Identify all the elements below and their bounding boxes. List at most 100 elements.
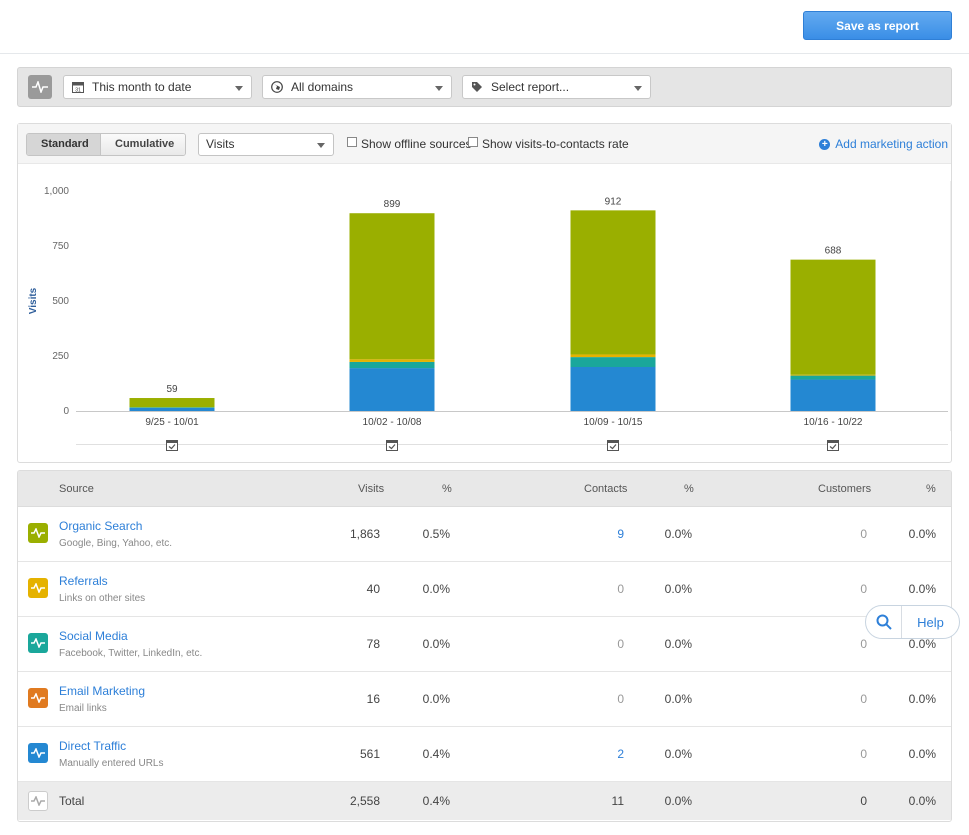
- chevron-down-icon: [634, 86, 642, 91]
- col-source[interactable]: Source: [59, 483, 94, 495]
- view-toggle: Standard Cumulative: [26, 133, 186, 156]
- source-name-link[interactable]: Referrals: [59, 574, 108, 588]
- x-tick-label: 10/16 - 10/22: [804, 417, 863, 428]
- customers-pct-value: 0.0%: [908, 747, 936, 761]
- col-visits-pct[interactable]: %: [442, 483, 452, 495]
- date-range-select[interactable]: 31 This month to date: [63, 75, 252, 99]
- contacts-pct-value: 0.0%: [664, 527, 692, 541]
- x-tick-label: 10/02 - 10/08: [363, 417, 422, 428]
- globe-icon: [271, 81, 283, 93]
- search-icon[interactable]: [866, 606, 902, 638]
- bar-segment-direct: [790, 379, 876, 411]
- calendar-check-icon[interactable]: [827, 440, 839, 451]
- customers-value: 0: [860, 527, 867, 541]
- help-widget[interactable]: Help: [865, 605, 960, 639]
- table-row: Referrals Links on other sites 40 0.0% 0 0.0%…: [18, 562, 951, 617]
- col-visits[interactable]: Visits: [358, 483, 385, 495]
- bar-segment-organic: [349, 213, 435, 360]
- domains-value: All domains: [291, 80, 354, 94]
- visits-pct-value: 0.4%: [422, 747, 450, 761]
- visits-pct-value: 0.5%: [422, 527, 450, 541]
- bar-segment-organic: [790, 259, 876, 375]
- table-row: Direct Traffic Manually entered URLs 561 0.…: [18, 727, 951, 782]
- calendar-check-icon[interactable]: [386, 440, 398, 451]
- customers-pct-value: 0.0%: [908, 692, 936, 706]
- customers-value: 0: [860, 637, 867, 651]
- checkbox-box[interactable]: [347, 137, 357, 147]
- source-pulse-icon: [28, 743, 48, 763]
- source-pulse-icon: [28, 523, 48, 543]
- col-contacts-pct[interactable]: %: [684, 483, 694, 495]
- table-row: Email Marketing Email links 16 0.0% 0 0.0% 0 0.…: [18, 672, 951, 727]
- bar-segment-social: [349, 361, 435, 369]
- save-as-report-button[interactable]: Save as report: [803, 11, 952, 40]
- bar-segment-referrals: [570, 354, 656, 358]
- offline-sources-checkbox[interactable]: Show offline sources: [347, 137, 472, 151]
- customers-value: 0: [860, 747, 867, 761]
- y-tick-label: 250: [52, 351, 69, 362]
- contacts-pct-value: 0.0%: [664, 692, 692, 706]
- bar-segment-social: [570, 357, 656, 367]
- source-description: Links on other sites: [59, 593, 146, 604]
- customers-value: 0: [860, 582, 867, 596]
- customers-pct-value: 0.0%: [908, 582, 936, 596]
- sources-activity-icon[interactable]: [28, 75, 52, 99]
- report-select[interactable]: Select report...: [462, 75, 651, 99]
- visits-value: 40: [366, 582, 380, 596]
- calendar-check-icon[interactable]: [607, 440, 619, 451]
- total-label: Total: [59, 794, 85, 808]
- source-name-link[interactable]: Organic Search: [59, 519, 143, 533]
- checkbox-box[interactable]: [468, 137, 478, 147]
- bar-segment-social: [790, 375, 876, 380]
- calendar-icon: 31: [72, 81, 84, 93]
- metric-select[interactable]: Visits: [198, 133, 334, 156]
- total-visits-pct: 0.4%: [422, 794, 450, 808]
- visits-to-contacts-checkbox[interactable]: Show visits-to-contacts rate: [468, 137, 629, 151]
- bar-segment-social: [129, 407, 215, 408]
- svg-text:31: 31: [75, 88, 81, 94]
- chart-toolbar: Standard Cumulative Visits Show offline …: [18, 124, 951, 164]
- bar-total-label: 59: [166, 384, 178, 395]
- chevron-down-icon: [317, 143, 325, 148]
- table-row: Organic Search Google, Bing, Yahoo, etc. 1…: [18, 507, 951, 562]
- source-name-link[interactable]: Direct Traffic: [59, 739, 127, 753]
- col-customers-pct[interactable]: %: [926, 483, 936, 495]
- visits-pct-value: 0.0%: [422, 582, 450, 596]
- contacts-value[interactable]: 9: [617, 527, 624, 541]
- standard-tab[interactable]: Standard: [27, 134, 101, 155]
- add-marketing-action-link[interactable]: + Add marketing action: [819, 137, 948, 151]
- total-visits: 2,558: [349, 794, 380, 808]
- tag-icon: [471, 81, 483, 93]
- source-name-link[interactable]: Email Marketing: [59, 684, 146, 698]
- visits-value: 16: [366, 692, 380, 706]
- add-marketing-action-label: Add marketing action: [835, 137, 948, 151]
- bar-segment-organic: [129, 398, 215, 408]
- source-description: Google, Bing, Yahoo, etc.: [59, 538, 173, 549]
- contacts-value[interactable]: 2: [617, 747, 624, 761]
- x-tick-label: 9/25 - 10/01: [145, 417, 199, 428]
- customers-pct-value: 0.0%: [908, 637, 936, 651]
- col-customers[interactable]: Customers: [818, 483, 872, 495]
- calendar-check-icon[interactable]: [166, 440, 178, 451]
- bar-total-label: 688: [825, 246, 842, 257]
- sources-table: Source Visits % Contacts % Customers % O…: [17, 470, 952, 822]
- source-description: Email links: [59, 703, 107, 714]
- bar-segment-direct: [129, 407, 215, 411]
- col-contacts[interactable]: Contacts: [584, 483, 628, 495]
- chart-edge: [950, 181, 951, 431]
- bar-segment-referrals: [790, 374, 876, 376]
- y-tick-label: 750: [52, 241, 69, 252]
- total-contacts: 11: [611, 794, 624, 808]
- domains-select[interactable]: All domains: [262, 75, 452, 99]
- help-label[interactable]: Help: [917, 614, 944, 630]
- cumulative-tab[interactable]: Cumulative: [101, 134, 185, 155]
- date-range-value: This month to date: [92, 80, 192, 94]
- plus-circle-icon: +: [819, 138, 831, 150]
- contacts-pct-value: 0.0%: [664, 637, 692, 651]
- contacts-pct-value: 0.0%: [664, 582, 692, 596]
- y-tick-label: 0: [63, 406, 69, 417]
- y-axis-label: Visits: [28, 287, 39, 314]
- source-name-link[interactable]: Social Media: [59, 629, 128, 643]
- total-customers-pct: 0.0%: [908, 794, 936, 808]
- source-description: Facebook, Twitter, LinkedIn, etc.: [59, 648, 203, 659]
